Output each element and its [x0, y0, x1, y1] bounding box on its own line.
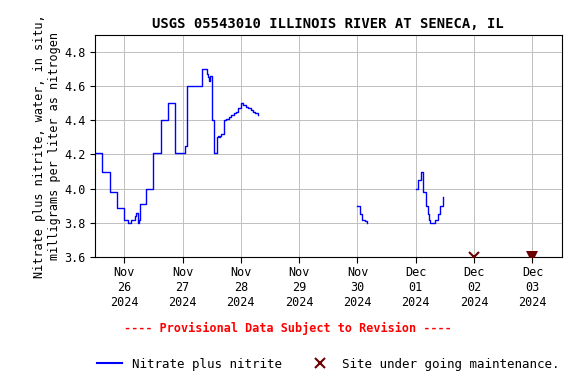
- Title: USGS 05543010 ILLINOIS RIVER AT SENECA, IL: USGS 05543010 ILLINOIS RIVER AT SENECA, …: [153, 17, 504, 31]
- Text: ---- Provisional Data Subject to Revision ----: ---- Provisional Data Subject to Revisio…: [124, 322, 452, 335]
- Legend: Nitrate plus nitrite, Site under going maintenance.: Nitrate plus nitrite, Site under going m…: [92, 353, 564, 376]
- Y-axis label: Nitrate plus nitrite, water, in situ,
milligrams per liter as nitrogen: Nitrate plus nitrite, water, in situ, mi…: [33, 14, 61, 278]
